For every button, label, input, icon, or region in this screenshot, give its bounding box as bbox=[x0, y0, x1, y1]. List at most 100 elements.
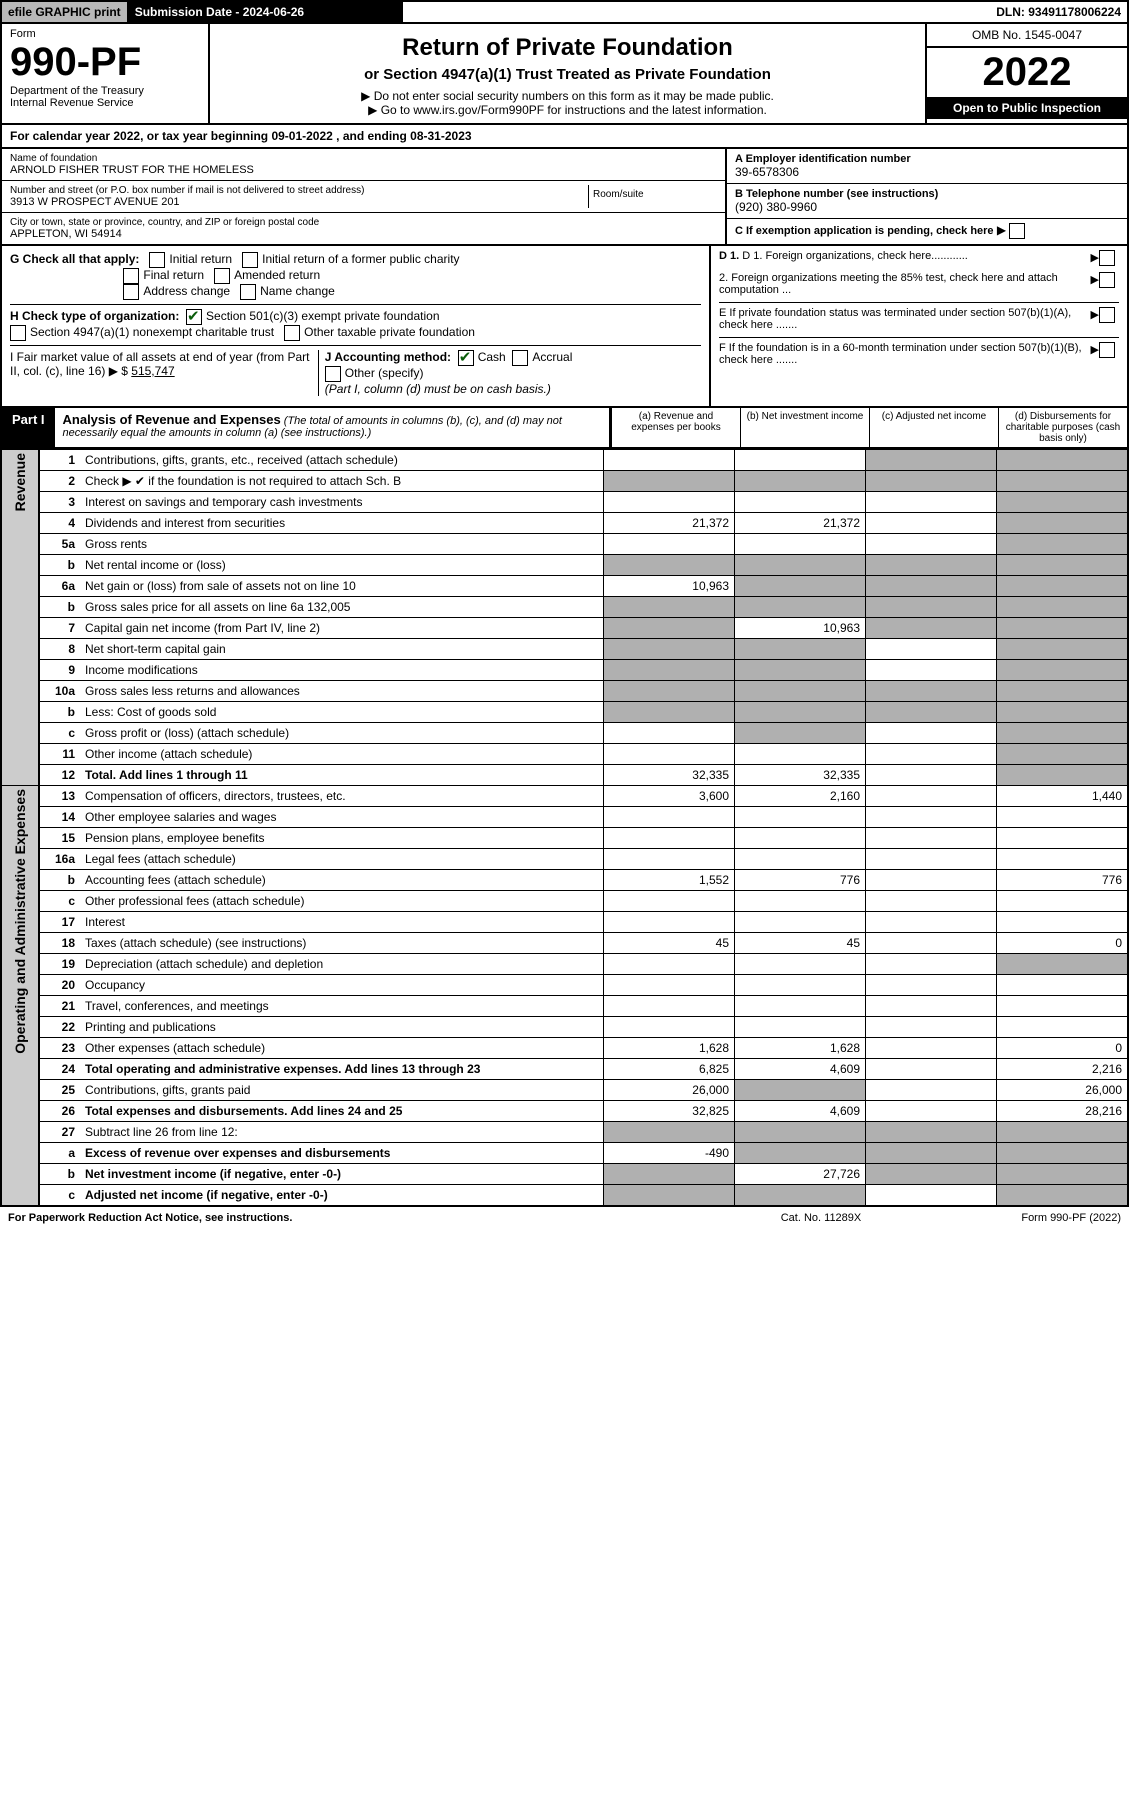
amount-cell: 26,000 bbox=[604, 1080, 735, 1101]
amount-cell bbox=[735, 996, 866, 1017]
amount-cell bbox=[866, 534, 997, 555]
line-number: 13 bbox=[39, 786, 80, 807]
amount-cell: -490 bbox=[604, 1143, 735, 1164]
addr-change-checkbox[interactable] bbox=[123, 284, 139, 300]
part-1-tag: Part I bbox=[2, 408, 55, 447]
amount-cell: 32,335 bbox=[735, 765, 866, 786]
address-box: Number and street (or P.O. box number if… bbox=[2, 181, 725, 213]
table-row: 17Interest bbox=[2, 912, 1127, 933]
amount-cell: 1,440 bbox=[997, 786, 1128, 807]
accrual-checkbox[interactable] bbox=[512, 350, 528, 366]
amount-cell bbox=[866, 1080, 997, 1101]
dln-label: DLN: 93491178006224 bbox=[990, 2, 1127, 22]
initial-former-checkbox[interactable] bbox=[242, 252, 258, 268]
line-description: Contributions, gifts, grants, etc., rece… bbox=[80, 450, 604, 471]
amount-cell bbox=[866, 576, 997, 597]
amount-cell bbox=[997, 681, 1128, 702]
city-label: City or town, state or province, country… bbox=[10, 217, 717, 228]
calendar-year-line: For calendar year 2022, or tax year begi… bbox=[2, 125, 1127, 149]
amount-cell bbox=[997, 807, 1128, 828]
cash-checkbox[interactable] bbox=[458, 350, 474, 366]
table-row: 21Travel, conferences, and meetings bbox=[2, 996, 1127, 1017]
form-identity: Form 990-PF Department of the Treasury I… bbox=[2, 24, 210, 123]
line-number: c bbox=[39, 1185, 80, 1206]
amount-cell bbox=[866, 765, 997, 786]
initial-return-checkbox[interactable] bbox=[149, 252, 165, 268]
amount-cell bbox=[604, 681, 735, 702]
form-title-block: Return of Private Foundation or Section … bbox=[210, 24, 925, 123]
amended-return-checkbox[interactable] bbox=[214, 268, 230, 284]
amount-cell bbox=[866, 723, 997, 744]
table-row: 24Total operating and administrative exp… bbox=[2, 1059, 1127, 1080]
amount-cell bbox=[735, 534, 866, 555]
table-row: Operating and Administrative Expenses13C… bbox=[2, 786, 1127, 807]
d2-item: 2. Foreign organizations meeting the 85%… bbox=[719, 272, 1119, 296]
4947-checkbox[interactable] bbox=[10, 325, 26, 341]
amount-cell bbox=[997, 534, 1128, 555]
table-row: 27Subtract line 26 from line 12: bbox=[2, 1122, 1127, 1143]
g-label: G Check all that apply: bbox=[10, 252, 139, 266]
table-row: 23Other expenses (attach schedule)1,6281… bbox=[2, 1038, 1127, 1059]
amount-cell bbox=[604, 723, 735, 744]
amount-cell bbox=[866, 912, 997, 933]
amount-cell bbox=[997, 618, 1128, 639]
table-row: Revenue1Contributions, gifts, grants, et… bbox=[2, 450, 1127, 471]
amount-cell bbox=[735, 954, 866, 975]
line-description: Net short-term capital gain bbox=[80, 639, 604, 660]
amount-cell bbox=[604, 807, 735, 828]
amount-cell bbox=[997, 975, 1128, 996]
amount-cell bbox=[866, 786, 997, 807]
amount-cell: 4,609 bbox=[735, 1059, 866, 1080]
column-headers: (a) Revenue and expenses per books (b) N… bbox=[609, 408, 1127, 447]
final-return-checkbox[interactable] bbox=[123, 268, 139, 284]
501c3-checkbox[interactable] bbox=[186, 309, 202, 325]
line-description: Gross rents bbox=[80, 534, 604, 555]
c-checkbox[interactable] bbox=[1009, 223, 1025, 239]
line-number: 1 bbox=[39, 450, 80, 471]
line-description: Net gain or (loss) from sale of assets n… bbox=[80, 576, 604, 597]
amount-cell bbox=[866, 492, 997, 513]
amount-cell bbox=[866, 702, 997, 723]
amount-cell bbox=[997, 1017, 1128, 1038]
d2-checkbox[interactable] bbox=[1099, 272, 1115, 288]
table-row: 15Pension plans, employee benefits bbox=[2, 828, 1127, 849]
d1-checkbox[interactable] bbox=[1099, 250, 1115, 266]
amount-cell bbox=[866, 807, 997, 828]
line-number: 11 bbox=[39, 744, 80, 765]
name-change-checkbox[interactable] bbox=[240, 284, 256, 300]
amount-cell: 0 bbox=[997, 1038, 1128, 1059]
amount-cell bbox=[604, 954, 735, 975]
amount-cell bbox=[866, 870, 997, 891]
amount-cell bbox=[735, 660, 866, 681]
amount-cell bbox=[866, 513, 997, 534]
amount-cell bbox=[735, 1017, 866, 1038]
table-row: 18Taxes (attach schedule) (see instructi… bbox=[2, 933, 1127, 954]
amount-cell bbox=[735, 744, 866, 765]
line-description: Net rental income or (loss) bbox=[80, 555, 604, 576]
table-row: 6aNet gain or (loss) from sale of assets… bbox=[2, 576, 1127, 597]
f-checkbox[interactable] bbox=[1099, 342, 1115, 358]
amount-cell: 0 bbox=[997, 933, 1128, 954]
amount-cell bbox=[735, 807, 866, 828]
other-method-checkbox[interactable] bbox=[325, 366, 341, 382]
amount-cell bbox=[735, 555, 866, 576]
line-description: Accounting fees (attach schedule) bbox=[80, 870, 604, 891]
table-row: 12Total. Add lines 1 through 1132,33532,… bbox=[2, 765, 1127, 786]
amount-cell bbox=[735, 492, 866, 513]
table-row: bNet investment income (if negative, ent… bbox=[2, 1164, 1127, 1185]
other-taxable-checkbox[interactable] bbox=[284, 325, 300, 341]
line-description: Travel, conferences, and meetings bbox=[80, 996, 604, 1017]
line-number: 18 bbox=[39, 933, 80, 954]
table-row: bGross sales price for all assets on lin… bbox=[2, 597, 1127, 618]
instruction-1: ▶ Do not enter social security numbers o… bbox=[216, 89, 919, 103]
col-d-header: (d) Disbursements for charitable purpose… bbox=[998, 408, 1127, 447]
line-description: Other employee salaries and wages bbox=[80, 807, 604, 828]
d1-item: D 1. D 1. Foreign organizations, check h… bbox=[719, 250, 1119, 266]
line-description: Total. Add lines 1 through 11 bbox=[80, 765, 604, 786]
amount-cell: 21,372 bbox=[735, 513, 866, 534]
amount-cell: 4,609 bbox=[735, 1101, 866, 1122]
line-number: 23 bbox=[39, 1038, 80, 1059]
table-row: bNet rental income or (loss) bbox=[2, 555, 1127, 576]
e-checkbox[interactable] bbox=[1099, 307, 1115, 323]
line-description: Compensation of officers, directors, tru… bbox=[80, 786, 604, 807]
